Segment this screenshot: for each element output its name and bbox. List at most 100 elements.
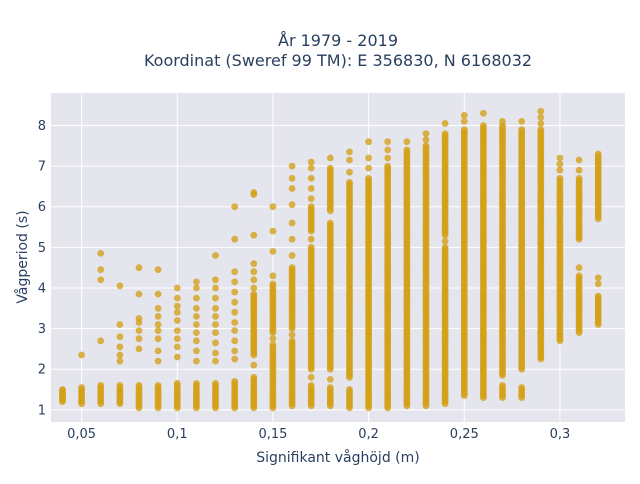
- data-point: [193, 380, 200, 387]
- y-tick-labels: 1 2 3 4 5 6 7 8: [38, 119, 46, 418]
- x-tick-label: 0,3: [550, 427, 571, 442]
- data-point: [346, 148, 353, 156]
- data-point: [288, 201, 296, 209]
- data-point: [384, 162, 392, 170]
- data-point: [212, 304, 219, 312]
- data-point: [193, 321, 200, 328]
- data-point: [575, 174, 583, 182]
- data-point: [460, 118, 468, 125]
- data-point: [154, 382, 162, 389]
- data-point: [288, 219, 296, 227]
- data-point: [441, 120, 449, 127]
- data-point: [212, 339, 219, 347]
- x-tick-label: 0,05: [67, 427, 96, 442]
- data-point: [193, 284, 200, 292]
- data-point: [97, 250, 105, 257]
- x-tick-label: 0,15: [258, 427, 287, 442]
- data-point: [231, 347, 239, 355]
- data-point: [326, 154, 334, 162]
- data-point: [154, 266, 162, 274]
- data-point: [231, 308, 239, 316]
- chart-title-line-2: Koordinat (Sweref 99 TM): E 356830, N 61…: [144, 51, 532, 70]
- data-point: [499, 118, 506, 125]
- data-point: [173, 380, 181, 387]
- data-point: [193, 304, 200, 312]
- data-point: [307, 164, 315, 172]
- data-point: [116, 351, 124, 359]
- y-tick-label: 2: [38, 363, 46, 378]
- data-point: [193, 329, 200, 336]
- data-point: [326, 384, 334, 391]
- data-point: [288, 185, 296, 192]
- data-point: [250, 189, 258, 196]
- data-point: [556, 154, 564, 162]
- data-point: [212, 252, 219, 259]
- data-point: [307, 373, 315, 381]
- data-point: [135, 335, 143, 343]
- data-point: [537, 120, 545, 127]
- data-point: [326, 376, 334, 383]
- data-point: [518, 118, 526, 125]
- data-point: [173, 308, 181, 316]
- data-point: [212, 313, 219, 320]
- data-point: [250, 290, 258, 298]
- data-point: [288, 174, 296, 182]
- data-point: [135, 345, 143, 353]
- data-points: [59, 107, 602, 412]
- data-point: [288, 235, 296, 243]
- grid-lines: [51, 93, 625, 422]
- data-point: [116, 382, 124, 389]
- data-point: [212, 357, 219, 365]
- data-point: [422, 136, 430, 144]
- data-point: [135, 315, 143, 322]
- data-point: [97, 276, 105, 284]
- data-point: [594, 292, 602, 300]
- data-point: [250, 231, 258, 239]
- data-point: [135, 327, 143, 334]
- data-point: [480, 109, 487, 117]
- data-point: [288, 264, 296, 272]
- data-point: [346, 156, 353, 164]
- data-point: [384, 138, 392, 146]
- x-tick-labels: 0,05 0,1 0,15 0,2 0,25 0,3: [67, 427, 570, 442]
- data-point: [575, 272, 583, 280]
- data-point: [154, 357, 162, 365]
- data-point: [288, 252, 296, 259]
- data-point: [116, 333, 124, 341]
- y-tick-label: 1: [38, 403, 46, 418]
- data-point: [594, 274, 602, 282]
- data-point: [326, 164, 334, 172]
- data-point: [154, 290, 162, 298]
- data-point: [212, 321, 219, 328]
- data-point: [212, 329, 219, 336]
- data-point: [441, 237, 449, 245]
- data-point: [193, 337, 200, 345]
- data-point: [307, 235, 315, 243]
- data-point: [288, 331, 296, 339]
- data-point: [518, 126, 526, 133]
- data-point: [250, 276, 258, 284]
- data-point: [480, 122, 487, 129]
- data-point: [97, 337, 105, 345]
- data-point: [116, 321, 124, 328]
- data-point: [231, 337, 239, 345]
- data-point: [556, 166, 564, 174]
- data-point: [231, 288, 239, 296]
- data-point: [193, 278, 200, 286]
- data-point: [212, 276, 219, 284]
- data-point: [269, 272, 277, 280]
- data-point: [556, 174, 564, 182]
- y-tick-label: 6: [38, 200, 46, 215]
- data-point: [269, 203, 277, 211]
- data-point: [97, 266, 105, 274]
- data-point: [231, 203, 239, 211]
- data-point: [365, 138, 372, 146]
- data-point: [173, 284, 181, 292]
- x-tick-label: 0,25: [450, 427, 479, 442]
- data-point: [154, 335, 162, 343]
- data-point: [307, 158, 315, 166]
- data-point: [154, 304, 162, 312]
- data-point: [307, 195, 315, 203]
- data-point: [193, 313, 200, 320]
